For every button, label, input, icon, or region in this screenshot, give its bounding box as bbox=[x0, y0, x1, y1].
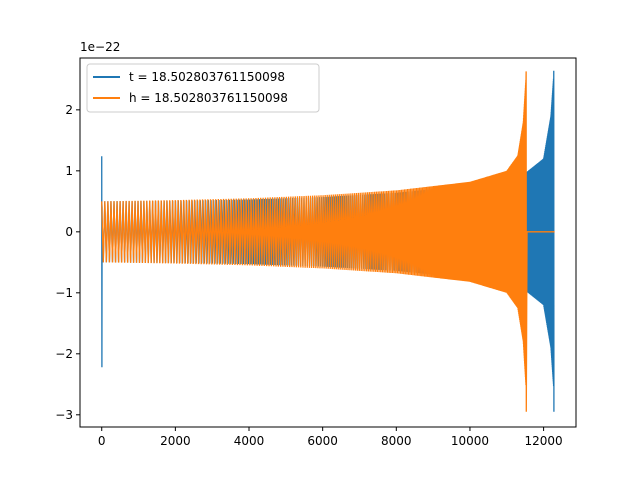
x-tick-label: 12000 bbox=[525, 434, 563, 448]
y-tick-label: −2 bbox=[55, 347, 73, 361]
x-tick-label: 8000 bbox=[381, 434, 412, 448]
y-tick-label: 0 bbox=[65, 225, 73, 239]
x-tick-label: 0 bbox=[98, 434, 106, 448]
x-tick-label: 4000 bbox=[234, 434, 265, 448]
legend-label-1: h = 18.502803761150098 bbox=[129, 91, 288, 105]
legend: t = 18.502803761150098 h = 18.50280376115… bbox=[86, 63, 320, 113]
y-tick-label: −1 bbox=[55, 286, 73, 300]
axes-frame bbox=[79, 57, 577, 428]
y-tick-label: 1 bbox=[65, 164, 73, 178]
series-line-1 bbox=[101, 71, 555, 412]
y-tick-label: 2 bbox=[65, 103, 73, 117]
series-h bbox=[101, 71, 555, 412]
x-tick-label: 10000 bbox=[451, 434, 489, 448]
x-tick-label: 6000 bbox=[307, 434, 338, 448]
y-axis-offset-label: 1e−22 bbox=[80, 40, 120, 54]
y-tick-label: −3 bbox=[55, 408, 73, 422]
x-tick-label: 2000 bbox=[160, 434, 191, 448]
legend-box bbox=[86, 63, 320, 113]
legend-label-0: t = 18.502803761150098 bbox=[129, 70, 285, 84]
